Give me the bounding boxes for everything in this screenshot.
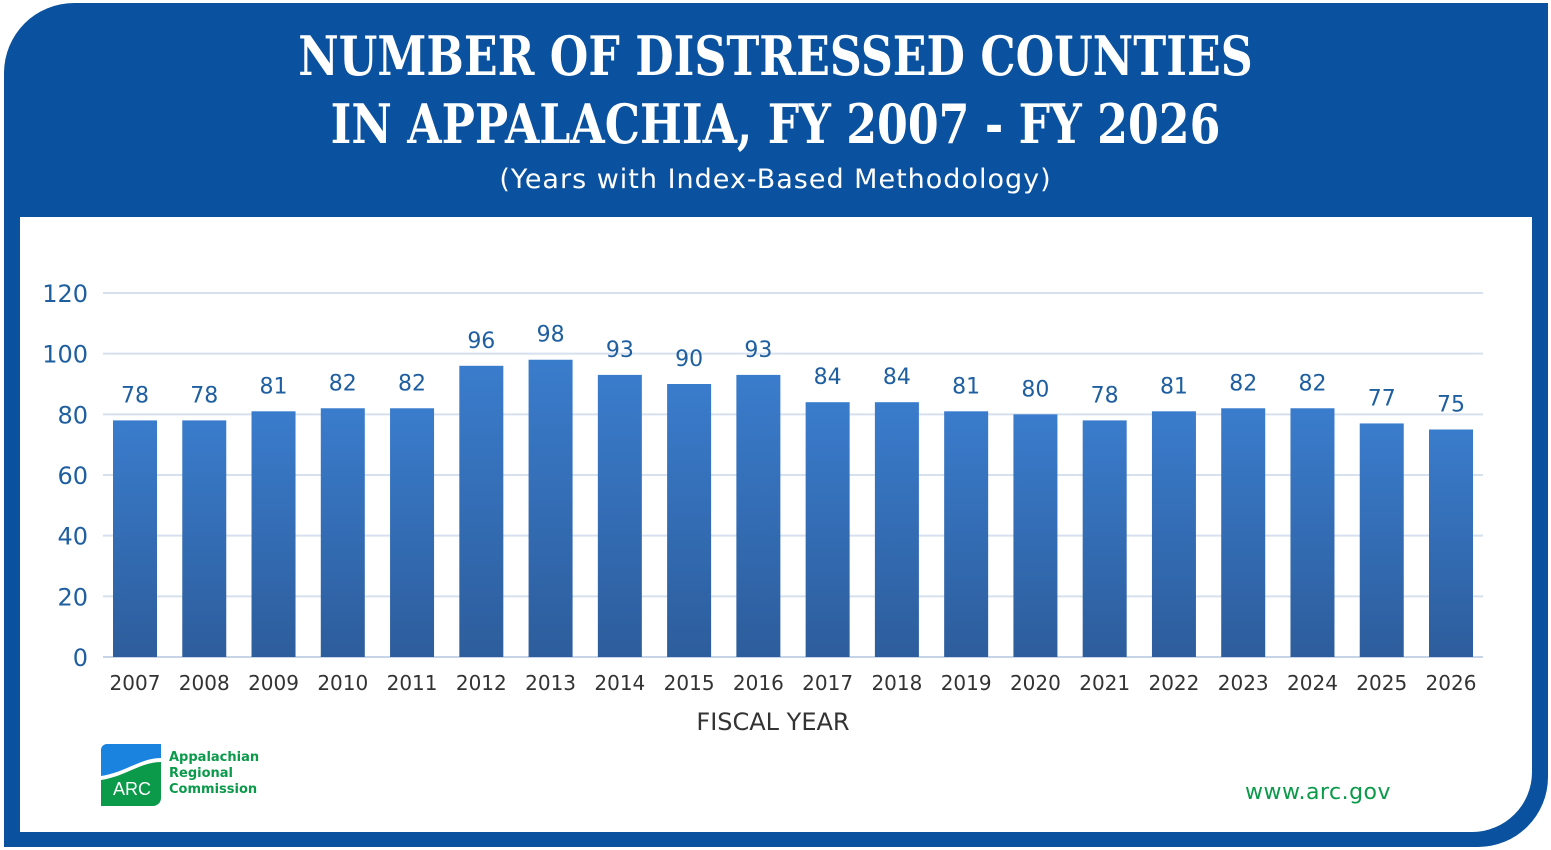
data-label: 78 xyxy=(1091,383,1119,408)
x-tick-label: 2014 xyxy=(594,671,645,695)
y-tick-label: 100 xyxy=(42,341,88,369)
y-tick-label: 60 xyxy=(57,462,88,490)
x-tick-label: 2022 xyxy=(1148,671,1199,695)
x-tick-label: 2018 xyxy=(871,671,922,695)
bar xyxy=(113,420,157,657)
data-label: 81 xyxy=(260,374,288,399)
logo-line-1: Appalachian xyxy=(169,750,260,765)
y-tick-label: 120 xyxy=(42,280,88,308)
x-tick-label: 2010 xyxy=(317,671,368,695)
x-tick-label: 2013 xyxy=(525,671,576,695)
data-label: 82 xyxy=(398,371,426,396)
x-tick-label: 2026 xyxy=(1426,671,1477,695)
x-tick-label: 2017 xyxy=(802,671,853,695)
x-tick-label: 2023 xyxy=(1218,671,1269,695)
bar xyxy=(1082,420,1127,657)
bar xyxy=(874,402,919,657)
data-label: 84 xyxy=(814,365,842,390)
x-tick-label: 2008 xyxy=(179,671,230,695)
arc-logo: ARC xyxy=(101,744,161,806)
data-label: 90 xyxy=(675,347,703,372)
data-label: 82 xyxy=(329,371,357,396)
bar xyxy=(805,402,850,657)
bar xyxy=(597,374,642,657)
data-label: 98 xyxy=(537,323,565,348)
data-label: 77 xyxy=(1368,386,1396,411)
bar xyxy=(1290,408,1335,657)
data-label: 96 xyxy=(467,329,495,354)
chart-title-line-2: IN APPALACHIA, FY 2007 - FY 2026 xyxy=(330,92,1221,156)
x-tick-label: 2016 xyxy=(733,671,784,695)
x-tick-label: 2024 xyxy=(1287,671,1338,695)
data-label: 82 xyxy=(1229,371,1257,396)
bar xyxy=(182,420,227,657)
bar xyxy=(667,384,712,657)
bar xyxy=(944,411,989,657)
bar xyxy=(459,365,504,657)
y-tick-label: 80 xyxy=(57,401,88,429)
x-axis-label: FISCAL YEAR xyxy=(696,708,849,736)
logo-text: Appalachian Regional Commission xyxy=(169,750,259,798)
bar xyxy=(1013,414,1058,657)
data-label: 81 xyxy=(1160,374,1188,399)
x-tick-label: 2009 xyxy=(248,671,299,695)
y-tick-label: 40 xyxy=(57,523,88,551)
x-tick-label: 2011 xyxy=(387,671,438,695)
x-tick-label: 2021 xyxy=(1079,671,1130,695)
bar xyxy=(528,359,573,657)
x-tick-label: 2025 xyxy=(1356,671,1407,695)
logo-mark-text: ARC xyxy=(113,779,151,799)
x-tick-label: 2020 xyxy=(1010,671,1061,695)
data-label: 84 xyxy=(883,365,911,390)
bar xyxy=(1429,429,1473,657)
data-label: 93 xyxy=(606,338,634,363)
logo-line-3: Commission xyxy=(169,782,258,797)
bar xyxy=(1151,411,1196,657)
chart-subtitle: (Years with Index-Based Methodology) xyxy=(499,164,1052,195)
bar xyxy=(1359,423,1404,657)
bar xyxy=(320,408,365,657)
y-tick-label: 0 xyxy=(73,644,88,672)
x-tick-label: 2007 xyxy=(110,671,161,695)
data-label: 78 xyxy=(190,383,218,408)
data-label: 78 xyxy=(121,383,149,408)
data-label: 75 xyxy=(1437,393,1465,418)
chart-title-line-1: NUMBER OF DISTRESSED COUNTIES xyxy=(298,24,1253,88)
bar xyxy=(251,411,296,657)
x-tick-label: 2019 xyxy=(941,671,992,695)
x-tick-label: 2015 xyxy=(664,671,715,695)
y-tick-label: 20 xyxy=(57,583,88,611)
data-label: 80 xyxy=(1021,377,1049,402)
data-label: 82 xyxy=(1298,371,1326,396)
bar xyxy=(390,408,435,657)
x-tick-label: 2012 xyxy=(456,671,507,695)
bar xyxy=(1221,408,1266,657)
website-link[interactable]: www.arc.gov xyxy=(1245,780,1392,805)
data-label: 81 xyxy=(952,374,980,399)
logo-line-2: Regional xyxy=(169,766,234,781)
bar xyxy=(736,374,781,657)
data-label: 93 xyxy=(744,338,772,363)
